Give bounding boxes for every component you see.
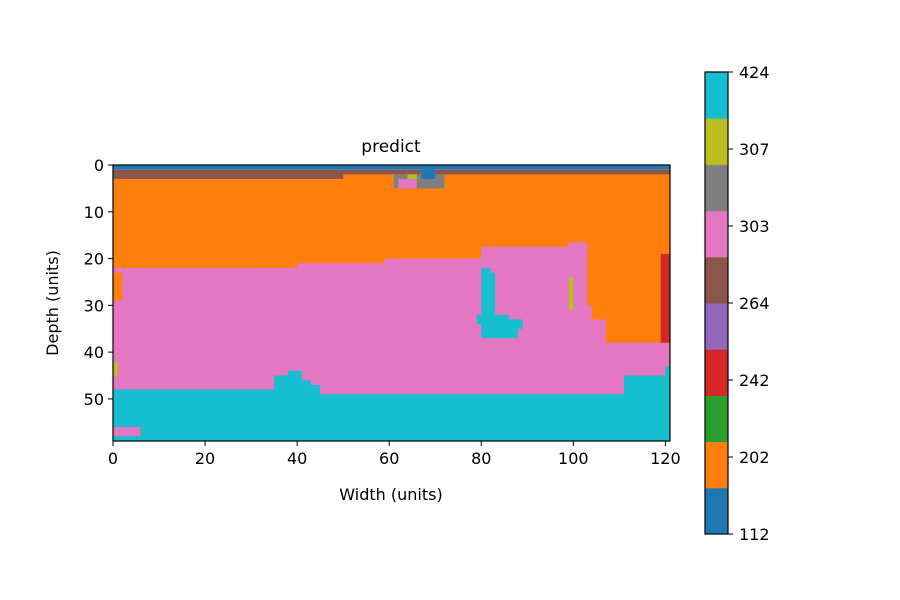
colorbar-swatch [705,256,728,304]
heatmap-region-8 [113,361,118,376]
heatmap-region-4 [113,272,123,301]
colorbar [704,71,729,535]
colorbar-swatch [705,164,728,212]
colorbar-swatch [705,118,728,165]
colorbar-ticks: 112 202 242 264 303 307 424 [728,63,770,544]
colorbar-swatch [705,349,728,396]
y-axis-label: Depth (units) [43,250,62,356]
y-tick-label: 50 [84,390,104,409]
heatmap-region-3 [113,242,670,437]
colorbar-tick-label: 307 [739,140,770,159]
x-axis-ticks: 0 20 40 60 80 100 120 [108,441,681,468]
chart-title: predict [361,137,421,157]
colorbar-swatch [705,303,728,350]
x-tick-label: 0 [108,449,118,468]
colorbar-tick-label: 242 [739,371,770,390]
heatmap-region-13 [407,174,417,179]
y-tick-label: 10 [84,203,104,222]
plot-frame [112,164,671,442]
x-tick-label: 60 [379,449,399,468]
x-tick-label: 20 [195,449,215,468]
heatmap-region-6 [568,277,574,310]
heatmap-region-7 [660,253,670,343]
colorbar-tick-label: 112 [739,525,770,544]
y-axis-ticks: 0 10 20 30 40 50 [84,156,113,409]
x-tick-label: 80 [471,449,491,468]
heatmap-region-9 [113,366,670,441]
heatmap-region-14 [421,169,436,179]
colorbar-swatch [705,210,728,258]
y-tick-label: 30 [84,296,104,315]
heatmap-region-10 [113,427,141,437]
colorbar-swatch [705,441,728,489]
y-tick-label: 20 [84,250,104,269]
colorbar-swatch [705,72,728,119]
x-tick-label: 40 [287,449,307,468]
colorbar-tick-label: 264 [739,294,770,313]
colorbar-swatch [705,395,728,443]
heatmap-region-0 [113,165,670,170]
heatmap-region-5 [476,267,523,339]
plot-area [113,165,670,441]
x-tick-label: 100 [558,449,589,468]
colorbar-swatch [705,487,728,535]
x-axis-label: Width (units) [339,485,442,504]
x-tick-label: 120 [650,449,681,468]
heatmap-region-12 [398,179,417,189]
colorbar-tick-label: 202 [739,448,770,467]
y-tick-label: 0 [94,156,104,175]
colorbar-tick-label: 424 [739,63,770,82]
y-tick-label: 40 [84,343,104,362]
colorbar-tick-label: 303 [739,217,770,236]
